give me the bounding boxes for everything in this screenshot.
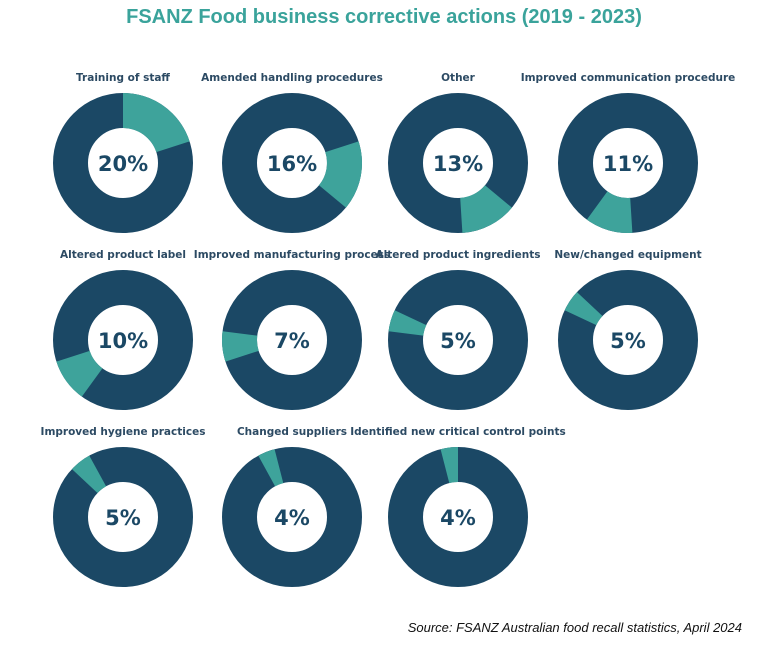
donut-value-label: 16% (267, 152, 317, 176)
donut-label: New/changed equipment (554, 249, 701, 261)
donut-label: Identified new critical control points (350, 426, 566, 438)
donut-highlight-segment (56, 350, 103, 397)
donut-label: Amended handling procedures (201, 72, 383, 84)
donut-value-label: 11% (603, 152, 653, 176)
donut-label: Improved communication procedure (521, 72, 736, 84)
donut-remainder-ring (558, 270, 698, 410)
donut-highlight-segment (586, 191, 633, 233)
donut-highlight-segment (71, 455, 107, 494)
donut-remainder-ring (53, 270, 193, 410)
donut-highlight-segment (564, 292, 603, 326)
donut-label: Changed suppliers (237, 426, 347, 438)
donut-highlight-segment (318, 141, 362, 208)
donut-value-label: 4% (274, 506, 310, 530)
donut-label: Altered product ingredients (375, 249, 540, 261)
source-note: Source: FSANZ Australian food recall sta… (407, 620, 742, 635)
donut-value-label: 13% (433, 152, 483, 176)
donut-remainder-ring (222, 447, 362, 587)
donut-value-label: 5% (105, 506, 141, 530)
donut-label: Improved manufacturing process (194, 249, 390, 261)
donut-value-label: 20% (98, 152, 148, 176)
donut-highlight-segment (440, 447, 458, 484)
donut-value-label: 7% (274, 329, 310, 353)
donut-label: Altered product label (60, 249, 186, 261)
donut-label: Training of staff (76, 72, 170, 84)
donut-label: Improved hygiene practices (41, 426, 206, 438)
chart-title: FSANZ Food business corrective actions (… (126, 6, 642, 28)
donut-value-label: 10% (98, 329, 148, 353)
donut-highlight-segment (222, 331, 259, 362)
donut-remainder-ring (53, 447, 193, 587)
donut-highlight-segment (123, 93, 190, 153)
donut-value-label: 5% (440, 329, 476, 353)
donut-highlight-segment (258, 449, 284, 487)
donut-remainder-ring (388, 270, 528, 410)
donut-highlight-segment (460, 185, 512, 233)
donut-value-label: 5% (610, 329, 646, 353)
donut-value-label: 4% (440, 506, 476, 530)
donut-label: Other (441, 72, 476, 84)
donut-remainder-ring (388, 93, 528, 233)
donut-highlight-segment (388, 310, 427, 336)
